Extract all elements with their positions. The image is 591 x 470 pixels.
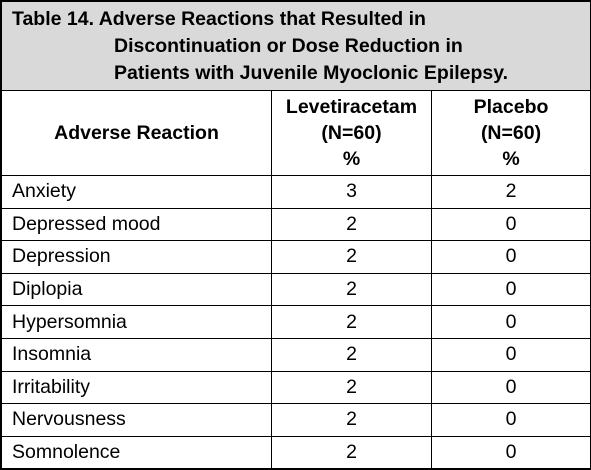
levetiracetam-percent-cell: 2 — [271, 305, 432, 339]
placebo-percent-cell: 2 — [430, 175, 591, 209]
reaction-cell: Diplopia — [1, 272, 272, 307]
reaction-cell: Depressed mood — [1, 207, 272, 242]
reaction-cell: Insomnia — [1, 337, 272, 372]
table-header-row: Adverse Reaction Levetiracetam (N=60) % … — [1, 90, 591, 176]
header-placebo-name: Placebo — [473, 96, 549, 118]
placebo-percent-cell: 0 — [430, 207, 591, 242]
placebo-percent-cell: 0 — [430, 403, 591, 437]
reaction-cell: Anxiety — [1, 175, 272, 209]
placebo-percent-cell: 0 — [430, 435, 591, 470]
table-caption-line-2: Discontinuation or Dose Reduction in — [114, 35, 463, 57]
reaction-cell: Somnolence — [1, 435, 272, 470]
header-levetiracetam-n: (N=60) — [321, 122, 382, 144]
header-placebo-n: (N=60) — [480, 122, 542, 144]
table-caption-line-3: Patients with Juvenile Myoclonic Epileps… — [114, 62, 509, 84]
header-levetiracetam-unit: % — [342, 148, 361, 170]
levetiracetam-percent-cell: 2 — [271, 207, 432, 242]
table-row: Depressed mood 2 0 — [1, 207, 591, 242]
table-row: Insomnia 2 0 — [1, 337, 591, 372]
header-levetiracetam: Levetiracetam (N=60) % — [271, 90, 432, 176]
placebo-percent-cell: 0 — [430, 305, 591, 339]
levetiracetam-percent-cell: 3 — [271, 175, 432, 209]
table-row: Somnolence 2 0 — [1, 435, 591, 470]
table-row: Depression 2 0 — [1, 240, 591, 274]
levetiracetam-percent-cell: 2 — [271, 403, 432, 437]
levetiracetam-percent-cell: 2 — [271, 240, 432, 274]
reaction-cell: Nervousness — [1, 403, 272, 437]
levetiracetam-percent-cell: 2 — [271, 272, 432, 307]
reaction-cell: Hypersomnia — [1, 305, 272, 339]
table-caption: Table 14. Adverse Reactions that Resulte… — [0, 1, 591, 91]
header-levetiracetam-name: Levetiracetam — [285, 96, 418, 118]
placebo-percent-cell: 0 — [430, 240, 591, 274]
placebo-percent-cell: 0 — [430, 272, 591, 307]
table-row: Irritability 2 0 — [1, 370, 591, 405]
levetiracetam-percent-cell: 2 — [271, 435, 432, 470]
table-row: Diplopia 2 0 — [1, 272, 591, 307]
table-caption-row: Table 14. Adverse Reactions that Resulte… — [0, 1, 591, 91]
table-row: Nervousness 2 0 — [1, 403, 591, 437]
header-adverse-reaction-label: Adverse Reaction — [54, 122, 219, 144]
placebo-percent-cell: 0 — [430, 337, 591, 372]
header-adverse-reaction: Adverse Reaction — [1, 90, 272, 176]
table-row: Hypersomnia 2 0 — [1, 305, 591, 339]
table-row: Anxiety 3 2 — [1, 175, 591, 209]
placebo-percent-cell: 0 — [430, 370, 591, 405]
levetiracetam-percent-cell: 2 — [271, 370, 432, 405]
header-placebo: Placebo (N=60) % — [430, 90, 591, 176]
header-placebo-unit: % — [502, 148, 520, 170]
reaction-cell: Depression — [1, 240, 272, 274]
table-caption-line-1: Table 14. Adverse Reactions that Resulte… — [12, 8, 426, 30]
reaction-cell: Irritability — [1, 370, 272, 405]
levetiracetam-percent-cell: 2 — [271, 337, 432, 372]
